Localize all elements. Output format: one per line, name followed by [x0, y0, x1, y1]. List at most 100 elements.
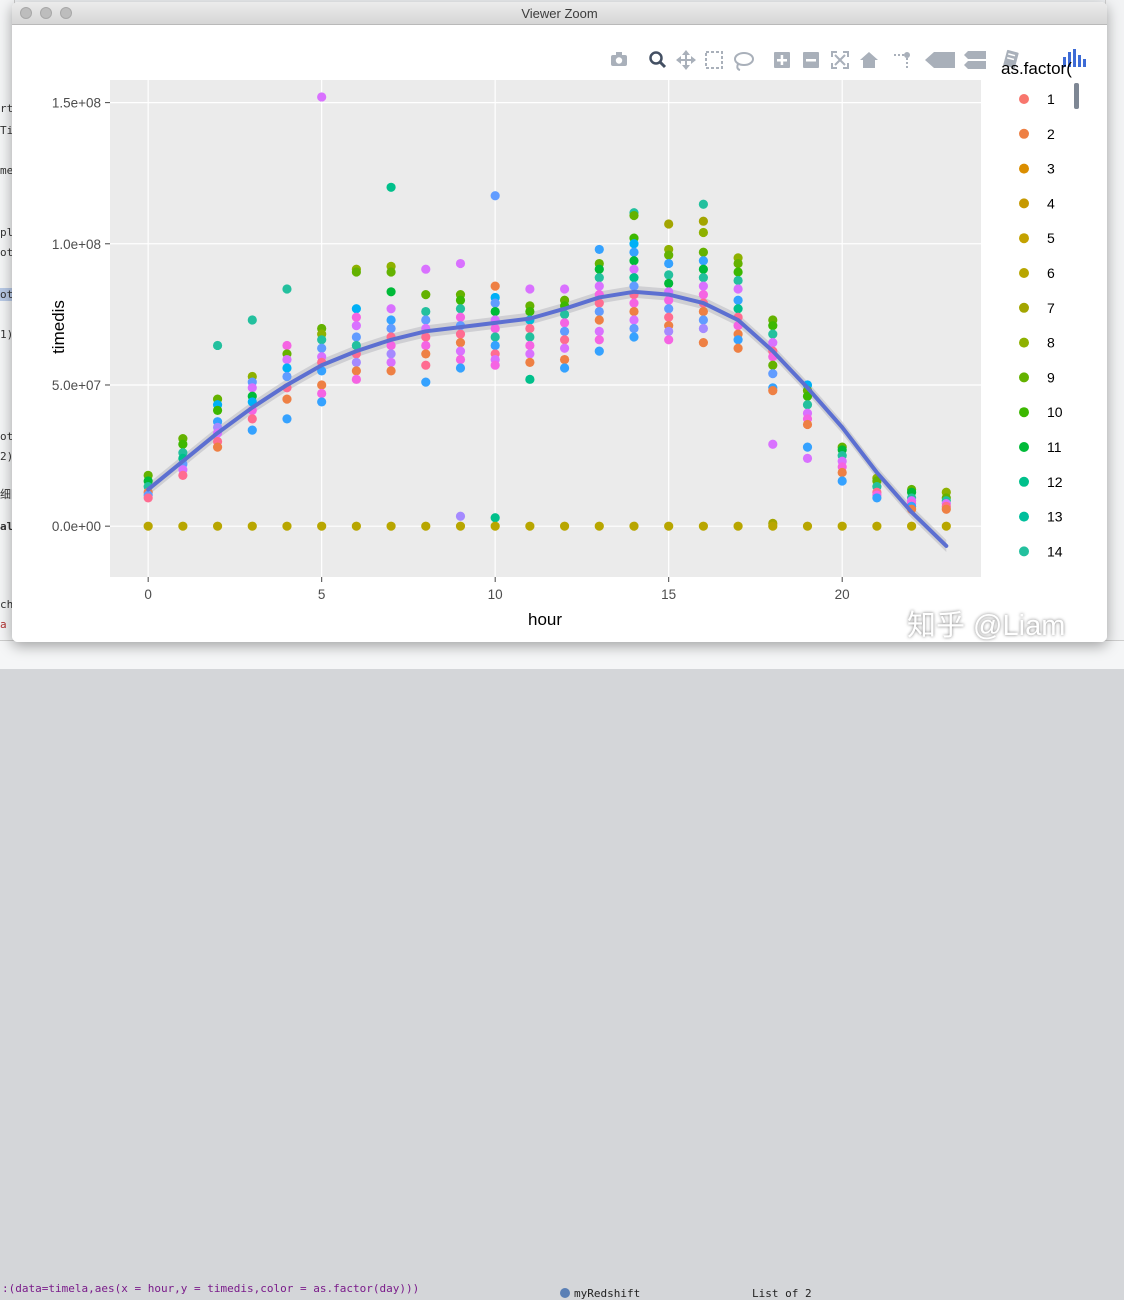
- data-point[interactable]: [351, 374, 361, 384]
- data-point[interactable]: [386, 287, 396, 297]
- data-point[interactable]: [455, 521, 466, 531]
- data-point[interactable]: [247, 383, 257, 393]
- data-point[interactable]: [664, 335, 674, 345]
- data-point[interactable]: [490, 332, 500, 342]
- data-point[interactable]: [733, 295, 743, 305]
- data-point[interactable]: [455, 295, 466, 305]
- legend-item[interactable]: 11: [1019, 439, 1062, 455]
- data-point[interactable]: [282, 340, 292, 351]
- data-point[interactable]: [351, 332, 361, 342]
- data-point[interactable]: [664, 295, 674, 305]
- data-point[interactable]: [559, 326, 570, 336]
- data-point[interactable]: [664, 270, 674, 280]
- data-point[interactable]: [559, 318, 570, 328]
- data-point[interactable]: [768, 386, 778, 396]
- data-point[interactable]: [386, 267, 396, 277]
- data-point[interactable]: [455, 329, 466, 339]
- data-point[interactable]: [733, 521, 743, 531]
- environment-item[interactable]: myRedshift: [560, 1287, 640, 1300]
- data-point[interactable]: [629, 281, 639, 291]
- legend-item[interactable]: 2: [1019, 126, 1055, 142]
- hover-closest-icon[interactable]: [925, 52, 955, 68]
- data-point[interactable]: [768, 338, 778, 348]
- reset-axes-icon[interactable]: [860, 52, 878, 68]
- plot-panel[interactable]: [110, 80, 981, 577]
- data-point[interactable]: [802, 442, 813, 452]
- data-point[interactable]: [559, 354, 570, 365]
- data-point[interactable]: [733, 267, 743, 277]
- data-point[interactable]: [212, 340, 223, 351]
- data-point[interactable]: [629, 256, 639, 266]
- data-point[interactable]: [421, 315, 431, 325]
- data-point[interactable]: [317, 521, 327, 531]
- legend-item[interactable]: 13: [1019, 509, 1063, 525]
- data-point[interactable]: [317, 343, 327, 353]
- data-point[interactable]: [490, 191, 500, 201]
- data-point[interactable]: [698, 323, 708, 334]
- edit-chart-icon[interactable]: [1003, 49, 1019, 69]
- data-point[interactable]: [629, 332, 639, 342]
- data-point[interactable]: [629, 306, 639, 317]
- data-point[interactable]: [525, 332, 535, 342]
- legend-item[interactable]: 6: [1019, 265, 1055, 281]
- data-point[interactable]: [906, 521, 917, 531]
- data-point[interactable]: [282, 521, 292, 531]
- data-point[interactable]: [594, 244, 604, 255]
- data-point[interactable]: [490, 513, 500, 523]
- data-point[interactable]: [768, 321, 778, 331]
- data-point[interactable]: [872, 521, 882, 531]
- zoom-window-button[interactable]: [60, 7, 72, 19]
- data-point[interactable]: [629, 298, 639, 308]
- pan-icon[interactable]: [676, 50, 696, 70]
- data-point[interactable]: [802, 521, 813, 531]
- data-point[interactable]: [317, 92, 327, 102]
- data-point[interactable]: [490, 521, 500, 531]
- data-point[interactable]: [559, 309, 570, 319]
- lasso-icon[interactable]: [734, 52, 754, 71]
- data-point[interactable]: [490, 281, 500, 291]
- plotly-chart[interactable]: 0 5 10 15 200.0e+005.0e+071.0e+081.5e+08 hou…: [12, 25, 1107, 642]
- data-point[interactable]: [421, 360, 431, 370]
- data-point[interactable]: [455, 312, 466, 322]
- data-point[interactable]: [664, 258, 674, 269]
- data-point[interactable]: [282, 363, 292, 373]
- data-point[interactable]: [317, 397, 327, 407]
- data-point[interactable]: [455, 338, 466, 348]
- data-point[interactable]: [247, 521, 257, 531]
- legend-item[interactable]: 9: [1019, 369, 1055, 385]
- minimize-window-button[interactable]: [40, 7, 52, 19]
- data-point[interactable]: [941, 504, 951, 514]
- data-point[interactable]: [733, 275, 743, 286]
- data-point[interactable]: [247, 425, 257, 435]
- data-point[interactable]: [317, 335, 327, 345]
- data-point[interactable]: [594, 335, 604, 345]
- data-point[interactable]: [212, 405, 223, 415]
- data-point[interactable]: [212, 442, 223, 452]
- data-point[interactable]: [698, 216, 708, 226]
- legend-item[interactable]: 1: [1019, 91, 1055, 107]
- data-point[interactable]: [525, 349, 535, 359]
- data-point[interactable]: [212, 521, 223, 531]
- legend-item[interactable]: 12: [1019, 474, 1063, 490]
- data-point[interactable]: [733, 335, 743, 345]
- data-point[interactable]: [698, 338, 708, 348]
- data-point[interactable]: [559, 521, 570, 531]
- scatter-points[interactable]: [143, 92, 951, 531]
- data-point[interactable]: [455, 346, 466, 356]
- data-point[interactable]: [386, 315, 396, 325]
- data-point[interactable]: [594, 264, 604, 274]
- data-point[interactable]: [317, 388, 327, 399]
- data-point[interactable]: [664, 521, 674, 531]
- data-point[interactable]: [559, 335, 570, 345]
- data-point[interactable]: [351, 304, 361, 314]
- data-point[interactable]: [698, 315, 708, 325]
- data-point[interactable]: [421, 340, 431, 351]
- data-point[interactable]: [768, 369, 778, 379]
- data-point[interactable]: [941, 521, 951, 531]
- data-point[interactable]: [629, 323, 639, 334]
- box-select-icon[interactable]: [705, 51, 723, 69]
- data-point[interactable]: [178, 470, 188, 480]
- data-point[interactable]: [768, 360, 778, 370]
- data-point[interactable]: [421, 349, 431, 359]
